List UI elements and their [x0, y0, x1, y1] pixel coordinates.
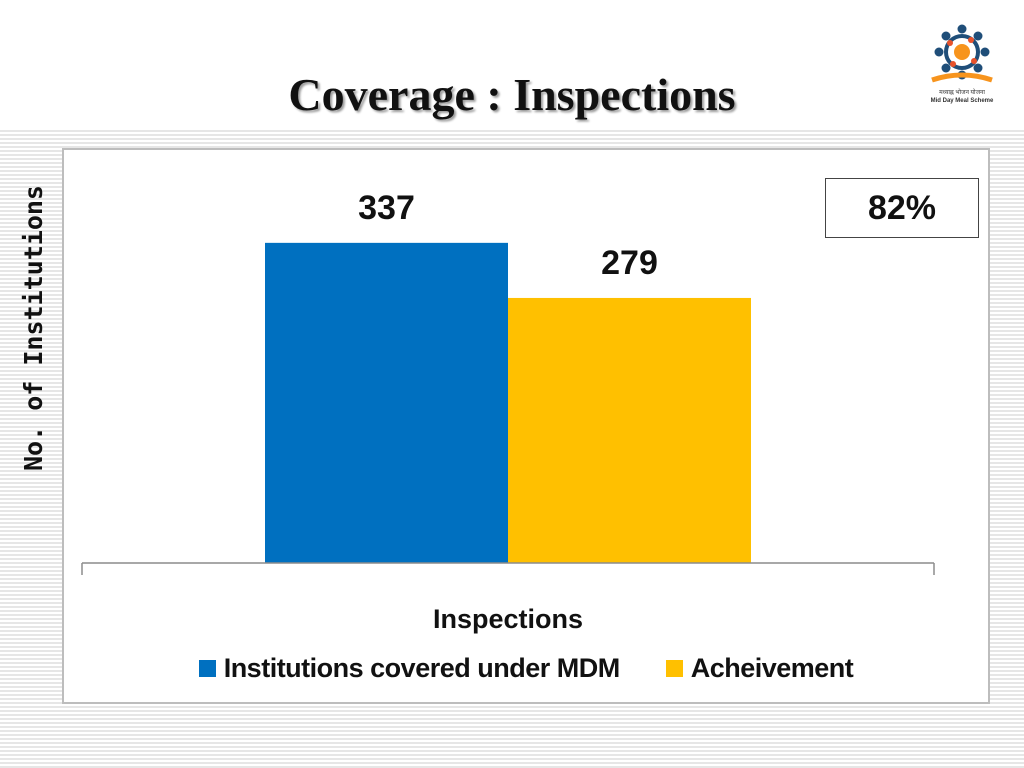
percentage-badge: 82%: [825, 178, 979, 238]
legend-swatch-covered: [198, 659, 216, 677]
legend-swatch-achievement: [665, 659, 683, 677]
chart-legend: Institutions covered under MDM Acheiveme…: [62, 648, 990, 688]
mid-day-meal-logo: मध्याह्न भोजन योजना Mid Day Meal Scheme: [922, 14, 1002, 106]
x-tick-label: Inspections: [433, 604, 583, 634]
legend-label-achievement: Acheivement: [690, 652, 854, 683]
legend-item-achievement: Acheivement: [665, 652, 854, 684]
legend-item-covered: Institutions covered under MDM: [198, 652, 621, 684]
logo-caption: Mid Day Meal Scheme: [931, 98, 994, 104]
legend-label-covered: Institutions covered under MDM: [223, 652, 621, 683]
data-labels-layer: 337 279: [358, 189, 658, 282]
bar-series-0: [265, 242, 508, 563]
slide-title: Coverage : Inspections: [288, 69, 736, 120]
bars-layer: [265, 242, 751, 563]
data-label-series-0: 337: [358, 189, 415, 227]
data-label-series-1: 279: [601, 244, 658, 282]
logo-caption-hindi: मध्याह्न भोजन योजना: [939, 88, 985, 96]
logo-emblem-icon: मध्याह्न भोजन योजना Mid Day Meal Scheme: [931, 24, 994, 104]
bar-series-1: [508, 297, 751, 563]
